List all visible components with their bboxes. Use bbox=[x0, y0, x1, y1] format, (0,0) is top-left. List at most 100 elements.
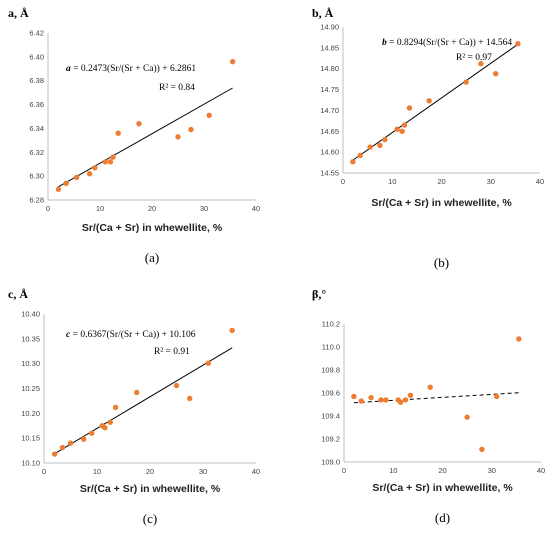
x-tick-label: 10 bbox=[388, 177, 396, 186]
data-point bbox=[55, 186, 62, 192]
y-tick-label: 109.0 bbox=[321, 458, 340, 467]
y-tick-label: 10.20 bbox=[21, 409, 40, 418]
data-point bbox=[399, 128, 405, 134]
data-point bbox=[63, 180, 69, 186]
data-point bbox=[110, 154, 116, 160]
y-tick-label: 14.80 bbox=[320, 64, 339, 73]
data-point bbox=[426, 98, 432, 104]
equation-rhs: = 0.6367(Sr/(Sr + Ca)) + 10.106 bbox=[70, 329, 196, 340]
x-tick-label: 20 bbox=[148, 204, 156, 213]
y-tick-label: 109.4 bbox=[321, 412, 340, 421]
x-tick-label: 20 bbox=[438, 466, 446, 475]
data-point bbox=[515, 40, 521, 47]
data-point bbox=[102, 159, 108, 165]
y-tick-label: 109.8 bbox=[321, 366, 340, 375]
data-point bbox=[479, 446, 485, 453]
y-tick-label: 10.35 bbox=[21, 334, 40, 343]
x-tick-label: 40 bbox=[252, 204, 260, 213]
chart-panel-d: 109.0 109.2 109.4 109.6 109.8 110.0 110.2 0 10 20… bbox=[312, 287, 545, 525]
data-point bbox=[492, 71, 499, 77]
y-tick-label: 6.30 bbox=[29, 172, 44, 181]
data-point bbox=[173, 382, 180, 389]
equation-rhs: = 0.2473(Sr/(Sr + Ca)) + 6.2861 bbox=[71, 63, 197, 74]
y-tick-label: 6.28 bbox=[29, 196, 44, 205]
data-point bbox=[397, 399, 404, 405]
regression-equation: a = 0.2473(Sr/(Sr + Ca)) + 6.2861 bbox=[66, 63, 196, 74]
data-point bbox=[67, 440, 74, 446]
data-point bbox=[350, 159, 356, 165]
y-tick-label: 10.15 bbox=[21, 434, 40, 443]
y-axis-title: β,° bbox=[312, 287, 326, 301]
y-tick-label: 14.85 bbox=[320, 43, 339, 52]
y-tick-label: 110.2 bbox=[322, 320, 340, 329]
data-point bbox=[401, 122, 408, 128]
x-tick-label: 30 bbox=[487, 177, 495, 186]
y-tick-label: 14.75 bbox=[320, 85, 339, 94]
x-tick-label: 10 bbox=[93, 467, 101, 476]
y-tick-label: 14.60 bbox=[320, 148, 339, 157]
r-squared-label: R² = 0.91 bbox=[154, 347, 190, 357]
panel-label: (d) bbox=[435, 510, 450, 525]
data-point bbox=[187, 395, 193, 402]
data-point bbox=[382, 136, 388, 143]
panel-label: (c) bbox=[143, 511, 157, 526]
regression-equation: c = 0.6367(Sr/(Sr + Ca)) + 10.106 bbox=[66, 329, 196, 340]
data-point bbox=[73, 174, 80, 181]
trend-line bbox=[58, 87, 233, 188]
x-tick-label: 20 bbox=[437, 177, 445, 186]
y-tick-label: 6.36 bbox=[29, 100, 44, 109]
equation-rhs: = 0.8294(Sr/(Sr + Ca)) + 14.564 bbox=[387, 37, 513, 48]
r-squared-label: R² = 0.97 bbox=[456, 53, 492, 63]
data-point bbox=[229, 58, 236, 65]
equation-lhs: c bbox=[66, 330, 71, 340]
y-axis-title: a, Å bbox=[8, 6, 29, 20]
data-point bbox=[406, 105, 413, 111]
chart-panel-a: 6.28 6.30 6.32 6.34 6.36 6.38 6.40 6.42 0 10 20 30 4… bbox=[8, 6, 260, 265]
y-tick-label: 14.70 bbox=[320, 106, 339, 115]
data-point bbox=[463, 79, 469, 85]
data-point bbox=[427, 384, 433, 390]
x-tick-label: 0 bbox=[46, 204, 50, 213]
x-axis-title: Sr/(Ca + Sr) in whewellite, % bbox=[80, 483, 221, 495]
x-tick-label: 10 bbox=[389, 466, 397, 475]
y-tick-label: 6.32 bbox=[29, 148, 44, 157]
trend-line bbox=[54, 347, 233, 455]
data-point bbox=[383, 397, 389, 403]
data-point bbox=[89, 430, 95, 436]
y-tick-label: 6.38 bbox=[29, 76, 44, 85]
x-axis-title: Sr/(Ca + Sr) in whewellite, % bbox=[82, 222, 223, 234]
data-point bbox=[134, 389, 140, 396]
x-tick-label: 40 bbox=[252, 467, 260, 476]
y-axis-title: b, Å bbox=[312, 6, 334, 20]
data-point bbox=[351, 393, 357, 400]
x-tick-label: 20 bbox=[146, 467, 154, 476]
x-tick-label: 40 bbox=[537, 466, 545, 475]
x-tick-label: 30 bbox=[200, 204, 208, 213]
y-tick-label: 10.30 bbox=[21, 359, 40, 368]
r-squared-label: R² = 0.84 bbox=[159, 83, 195, 93]
x-tick-label: 0 bbox=[341, 177, 345, 186]
data-point bbox=[407, 392, 414, 398]
data-point bbox=[102, 425, 108, 431]
x-axis-title: Sr/(Ca + Sr) in whewellite, % bbox=[372, 482, 513, 494]
data-point bbox=[86, 171, 93, 177]
trend-line bbox=[352, 43, 519, 161]
data-point bbox=[206, 112, 212, 119]
data-point bbox=[92, 165, 98, 171]
y-tick-label: 109.6 bbox=[321, 389, 340, 398]
equation-lhs: b bbox=[382, 38, 387, 48]
data-point bbox=[136, 120, 142, 127]
data-point bbox=[357, 152, 363, 159]
chart-panel-c: 10.10 10.15 10.20 10.25 10.30 10.35 10.40 0 10 20… bbox=[8, 287, 260, 526]
data-point bbox=[107, 419, 113, 425]
data-point bbox=[377, 142, 383, 149]
y-tick-label: 110.0 bbox=[322, 343, 340, 352]
data-point bbox=[367, 144, 373, 150]
y-tick-label: 10.10 bbox=[21, 459, 40, 468]
data-point bbox=[112, 404, 119, 411]
equation-lhs: a bbox=[66, 64, 71, 74]
y-tick-label: 14.65 bbox=[320, 127, 339, 136]
x-axis-title: Sr/(Ca + Sr) in whewellite, % bbox=[371, 197, 512, 209]
data-point bbox=[394, 126, 400, 132]
